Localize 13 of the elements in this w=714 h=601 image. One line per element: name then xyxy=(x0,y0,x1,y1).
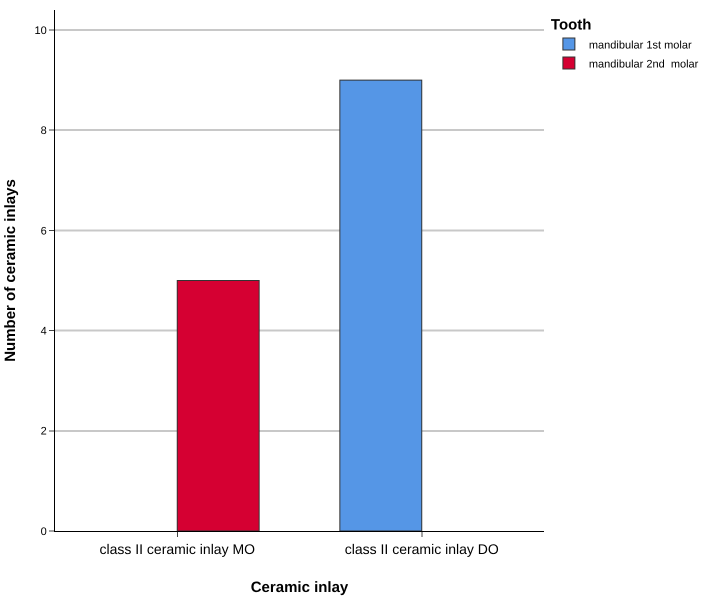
x-axis-title: Ceramic inlay xyxy=(250,578,349,596)
y-tick-label: 4 xyxy=(40,325,47,338)
y-axis-title: Number of ceramic inlays xyxy=(2,179,19,362)
y-tick-label: 6 xyxy=(40,225,47,238)
legend-label: mandibular 2nd molar xyxy=(588,58,699,70)
y-tick-label: 2 xyxy=(40,426,47,438)
y-tick-label: 10 xyxy=(34,24,47,37)
y-tick-label: 0 xyxy=(40,526,47,538)
legend-label: mandibular 1st molar xyxy=(588,39,692,52)
legend-title: Tooth xyxy=(550,16,592,34)
x-tick-label: class II ceramic inlay MO xyxy=(99,540,256,557)
y-tick-label: 8 xyxy=(40,125,47,138)
x-tick-label: class II ceramic inlay DO xyxy=(344,540,499,557)
